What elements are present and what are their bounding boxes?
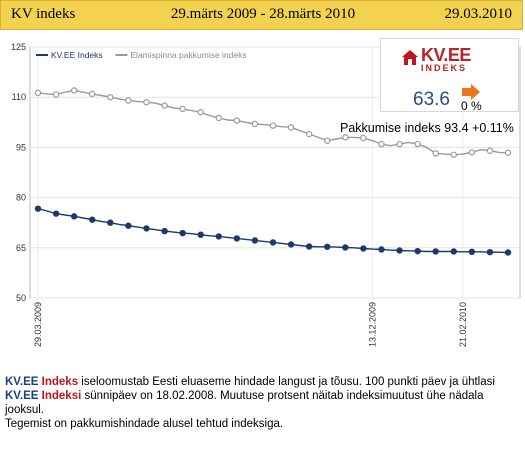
data-point <box>287 241 295 248</box>
data-point <box>432 150 439 157</box>
brand-word: Indeks <box>41 376 79 388</box>
data-point <box>468 248 476 256</box>
data-point <box>233 117 241 124</box>
x-tick-label: 21.02.2010 <box>458 302 468 347</box>
data-point <box>161 102 168 109</box>
data-point <box>107 93 114 101</box>
data-point <box>179 105 186 113</box>
y-tick-label: 95 <box>16 142 26 152</box>
data-point <box>251 120 259 128</box>
period-range: 29.märts 2009 - 28.märts 2010 <box>170 6 356 22</box>
brand-word-2: Indeksi <box>41 390 82 402</box>
data-point <box>215 233 222 240</box>
y-tick-label: 65 <box>16 243 26 253</box>
data-point <box>342 244 349 251</box>
x-tick-label: 13.12.2009 <box>367 302 377 347</box>
data-point <box>396 140 403 148</box>
description-part1: iseloomustab Eesti eluaseme hindade lang… <box>78 376 495 388</box>
data-point <box>450 151 457 158</box>
data-point <box>269 239 277 246</box>
data-point <box>450 248 457 255</box>
data-point <box>251 237 259 244</box>
data-point <box>378 246 385 253</box>
description-text: KV.EE Indeks iseloomustab Eesti eluaseme… <box>5 375 520 431</box>
data-point <box>179 229 186 237</box>
data-point <box>414 140 421 148</box>
data-point <box>233 235 241 242</box>
description-line3: Tegemist on pakkumishindade alusel tehtu… <box>5 418 284 430</box>
brand-name: KV.EE <box>5 376 39 388</box>
data-point <box>125 97 132 104</box>
data-point <box>70 87 78 94</box>
header-bar: KV indeks 29.märts 2009 - 28.märts 2010 … <box>0 0 523 30</box>
y-tick-label: 110 <box>12 92 26 102</box>
data-point <box>486 248 494 256</box>
data-point <box>414 247 421 255</box>
data-point <box>70 213 78 220</box>
data-point <box>486 147 494 154</box>
data-point <box>342 134 349 141</box>
legend-label: Elamispinna pakkumise indeks <box>130 50 246 60</box>
logo-subtitle: INDEKS <box>421 63 468 73</box>
description-part2: sünnipäev on 18.02.2008. Muutuse protsen… <box>5 390 484 416</box>
data-point <box>125 222 132 229</box>
data-point <box>107 219 114 226</box>
data-point <box>197 109 204 116</box>
data-point <box>269 122 277 129</box>
data-point <box>34 89 42 97</box>
data-point <box>52 210 60 217</box>
data-point <box>52 91 60 98</box>
index-value: 63.6 <box>413 89 450 110</box>
logo-brand: KV.EE <box>421 45 471 65</box>
house-icon <box>402 50 418 65</box>
data-point <box>161 227 168 235</box>
data-point <box>143 225 150 232</box>
data-point <box>287 124 295 131</box>
data-point <box>143 99 150 106</box>
data-point <box>396 247 403 254</box>
data-point <box>504 149 512 156</box>
data-point <box>360 245 367 252</box>
offer-index-summary: Pakkumise indeks 93.4 +0.11% <box>340 121 514 135</box>
data-point <box>89 216 96 223</box>
index-change: 0 % <box>461 99 482 113</box>
data-point <box>34 205 42 212</box>
data-point <box>468 149 476 156</box>
arrow-right-icon <box>462 84 480 100</box>
data-point <box>305 243 313 250</box>
data-point <box>324 137 331 144</box>
y-tick-label: 80 <box>16 193 26 203</box>
data-point <box>324 243 331 250</box>
y-tick-label: 50 <box>16 293 26 303</box>
data-point <box>432 248 439 255</box>
kv-logo-panel: KV.EE INDEKS 63.6 0 % <box>380 38 519 113</box>
data-point <box>378 140 385 148</box>
x-tick-label: 29.03.2009 <box>33 302 43 347</box>
legend-label: KV.EE Indeks <box>51 50 103 60</box>
data-point <box>305 130 313 138</box>
data-point <box>360 134 367 142</box>
current-date: 29.03.2010 <box>444 6 513 22</box>
data-point <box>197 231 204 238</box>
data-point <box>89 90 96 98</box>
y-tick-label: 125 <box>11 42 26 52</box>
data-point <box>504 249 512 256</box>
index-title: KV indeks <box>11 6 76 22</box>
brand-name-2: KV.EE <box>5 390 39 402</box>
data-point <box>215 114 222 122</box>
